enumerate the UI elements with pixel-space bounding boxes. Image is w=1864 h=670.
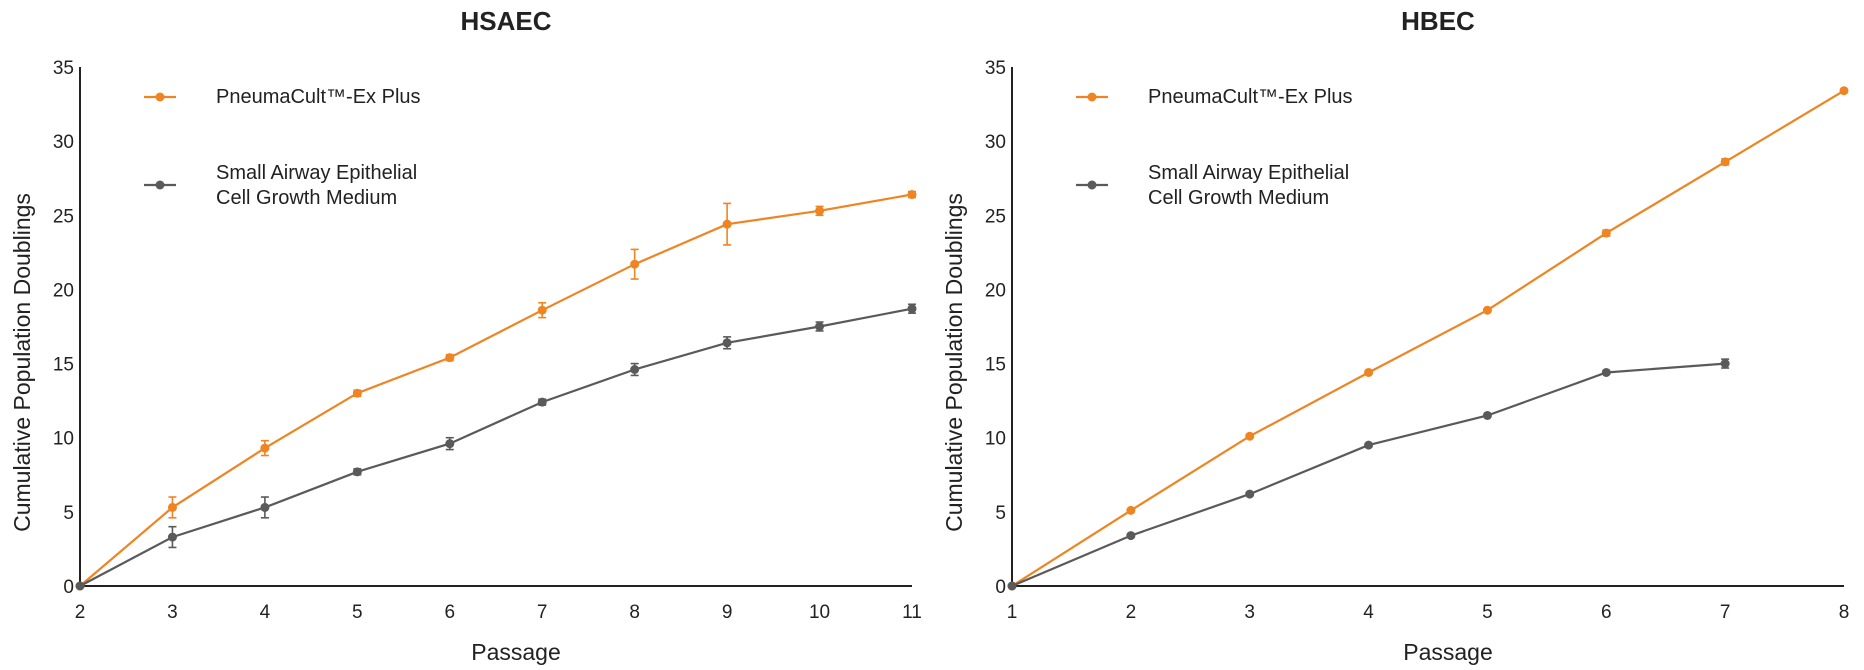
c0-legend-marker-1 [155,180,165,190]
c1-x-tick-label-3: 3 [1244,602,1255,623]
c1-s0-data-point-6 [1720,157,1730,167]
c1-s1-data-point-2 [1245,489,1255,499]
c1-s1-data-point-3 [1364,440,1374,450]
c0-s0-data-point-7 [722,219,732,229]
c0-s1-data-point-7 [722,338,732,348]
c0-y-tick-label-10: 10 [53,429,74,450]
c1-legend-label-0: PneumaCult™-Ex Plus [1148,86,1353,108]
c0-legend-label-1: Small Airway Epithelial Cell Growth Mediu… [216,162,417,209]
c1-chart-title: HBEC [1401,6,1475,36]
c0-y-tick-label-15: 15 [53,355,74,376]
c0-legend-marker-0 [155,92,165,102]
c1-s1-data-point-0 [1007,581,1017,591]
c1-x-tick-label-2: 2 [1126,602,1137,623]
c1-s1-data-point-5 [1601,367,1611,377]
c1-x-axis-label: Passage [1403,639,1493,665]
c0-s0-data-point-6 [630,259,640,269]
c1-x-tick-label-6: 6 [1601,602,1612,623]
c1-y-tick-label-30: 30 [985,132,1006,153]
c1-y-tick-label-35: 35 [985,58,1006,79]
c1-s0-data-point-4 [1482,305,1492,315]
c0-x-tick-label-9: 9 [722,602,733,623]
c0-x-tick-label-10: 10 [809,602,830,623]
c0-x-tick-label-2: 2 [75,602,86,623]
chart-hsaec: HSAEC 0 5 10 15 20 25 30 35 2 3 4 5 6 7 8 9 10 11 Passage Cu… [9,6,922,665]
c0-s1-data-point-5 [537,397,547,407]
c1-s0-data-point-2 [1245,431,1255,441]
c0-x-tick-label-8: 8 [629,602,640,623]
c1-x-tick-label-7: 7 [1720,602,1731,623]
c1-s1-data-point-6 [1720,359,1730,369]
c0-s0-data-point-9 [907,190,917,200]
c1-y-tick-label-0: 0 [995,577,1006,598]
c0-s0-series-line [79,193,913,587]
c0-s0-data-point-1 [167,502,177,512]
c0-s0-data-point-3 [352,388,362,398]
c0-legend-label-0: PneumaCult™-Ex Plus [216,86,421,108]
c1-s0-data-point-5 [1601,228,1611,238]
c0-y-tick-label-0: 0 [63,577,74,598]
c0-chart-title: HSAEC [460,6,551,36]
c1-y-tick-label-10: 10 [985,429,1006,450]
c0-s0-data-point-8 [815,206,825,216]
c1-s1-data-point-4 [1482,410,1492,420]
c1-y-tick-label-5: 5 [995,503,1006,524]
c0-x-axis-label: Passage [471,639,561,665]
c1-y-tick-label-20: 20 [985,280,1006,301]
c1-y-axis-label: Cumulative Population Doublings [941,193,967,532]
c1-s0-data-point-1 [1126,505,1136,515]
c0-s1-series-line [79,307,913,587]
c0-y-tick-label-35: 35 [53,58,74,79]
c1-y-tick-label-15: 15 [985,355,1006,376]
c1-s0-series-line [1011,89,1845,587]
c1-s1-series-line [1011,362,1726,588]
c0-y-tick-label-25: 25 [53,206,74,227]
c0-x-tick-label-7: 7 [537,602,548,623]
c0-s1-data-point-8 [815,322,825,331]
c0-s0-data-point-4 [445,353,455,363]
c0-x-tick-label-4: 4 [260,602,271,623]
c1-y-tick-label-25: 25 [985,206,1006,227]
c1-x-tick-label-5: 5 [1482,602,1493,623]
c0-s1-data-point-4 [445,439,455,449]
c0-y-tick-label-20: 20 [53,280,74,301]
c0-s1-data-point-6 [630,365,640,375]
c0-x-tick-label-6: 6 [444,602,455,623]
c0-y-axis-label: Cumulative Population Doublings [9,193,35,532]
chart-hbec: HBEC 0 5 10 15 20 25 30 35 1 2 3 4 5 6 7 8 Passage Cumulat… [941,6,1850,665]
c0-y-tick-label-5: 5 [63,503,74,524]
c0-x-tick-label-5: 5 [352,602,363,623]
c1-s0-data-point-3 [1364,367,1374,377]
c0-s1-data-point-9 [907,304,917,314]
c0-s1-data-point-0 [75,581,85,591]
c1-legend-label-1: Small Airway Epithelial Cell Growth Mediu… [1148,162,1349,209]
c1-x-tick-label-4: 4 [1363,602,1374,623]
c0-x-tick-label-11: 11 [902,602,922,623]
c1-x-tick-label-1: 1 [1007,602,1018,623]
c0-s1-data-point-1 [167,532,177,542]
c0-x-tick-label-3: 3 [167,602,178,623]
c0-y-tick-label-30: 30 [53,132,74,153]
c1-x-tick-label-8: 8 [1839,602,1850,623]
c1-legend-marker-1 [1087,180,1097,190]
c0-s1-data-point-2 [260,502,270,512]
c0-s0-data-point-2 [260,443,270,453]
c1-s0-data-point-7 [1839,86,1849,96]
c0-s1-data-point-3 [352,467,362,477]
c1-legend-marker-0 [1087,92,1097,102]
c0-s0-data-point-5 [537,305,547,315]
c1-s1-data-point-1 [1126,531,1136,541]
